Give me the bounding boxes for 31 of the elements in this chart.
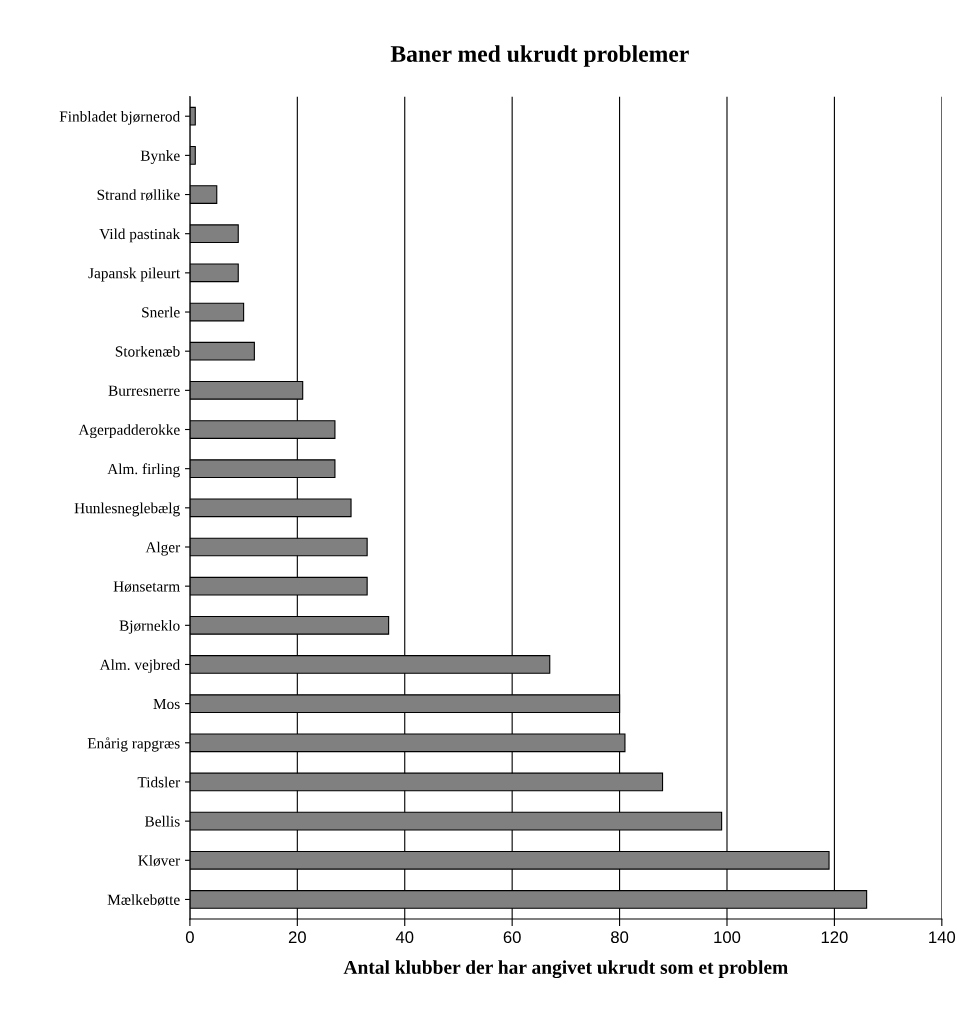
y-tick-label: Enårig rapgræs <box>87 737 180 752</box>
y-tick-label: Storkenæb <box>115 345 180 357</box>
x-tick-label: 120 <box>821 931 848 944</box>
x-tick-label: 140 <box>929 931 956 944</box>
chart-title: Baner med ukrudt problemer <box>390 45 689 67</box>
y-tick-label: Hønsetarm <box>113 581 180 593</box>
y-tick-label: Mos <box>153 698 180 710</box>
x-axis-title: Antal klubber der har angivet ukrudt som et problem <box>343 960 788 979</box>
x-tick-label: 0 <box>185 931 194 944</box>
y-tick-label: Bjørneklo <box>119 620 180 634</box>
y-tick-label: Finbladet bjørnerod <box>59 110 180 125</box>
y-tick-label: Mælkebøtte <box>107 894 180 906</box>
y-tick-label: Burresnerre <box>108 385 180 396</box>
y-tick-label: Vild pastinak <box>99 228 181 243</box>
y-tick-label: Tidsler <box>137 776 181 788</box>
y-tick-label: Alm. firling <box>107 463 180 478</box>
y-tick-label: Bynke <box>140 150 180 164</box>
y-tick-label: Strand røllike <box>97 189 180 201</box>
x-tick-label: 100 <box>714 931 741 944</box>
y-tick-label: Alm. vejbred <box>99 659 180 674</box>
x-tick-label: 40 <box>395 931 414 944</box>
y-tick-label: Bellis <box>144 815 180 827</box>
y-tick-label: Kløver <box>138 854 181 867</box>
y-tick-label: Alger <box>145 541 181 556</box>
x-tick-label: 20 <box>288 931 306 944</box>
y-tick-label: Snerle <box>142 306 180 318</box>
y-tick-label: Japansk pileurt <box>88 267 181 282</box>
y-tick-label: Hunlesneglebælg <box>74 502 180 517</box>
x-tick-label: 60 <box>503 931 521 944</box>
x-tick-label: 80 <box>611 931 629 944</box>
y-tick-label: Agerpadderokke <box>78 424 180 439</box>
